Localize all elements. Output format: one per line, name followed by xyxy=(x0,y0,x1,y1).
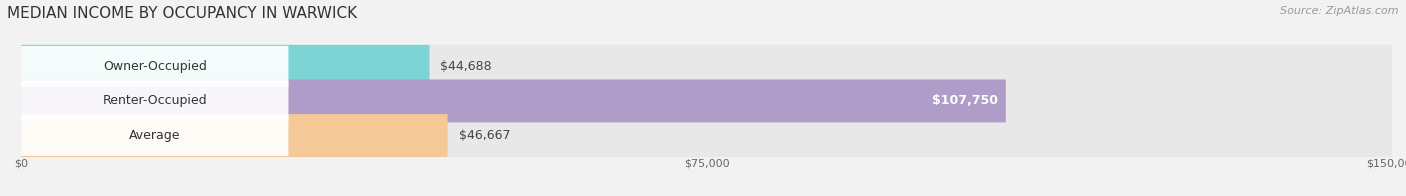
FancyBboxPatch shape xyxy=(21,45,1392,88)
FancyBboxPatch shape xyxy=(21,114,1392,157)
FancyBboxPatch shape xyxy=(21,81,288,121)
FancyBboxPatch shape xyxy=(21,79,1392,122)
FancyBboxPatch shape xyxy=(21,46,288,87)
Text: $44,688: $44,688 xyxy=(440,60,492,73)
Text: Owner-Occupied: Owner-Occupied xyxy=(103,60,207,73)
Text: $107,750: $107,750 xyxy=(932,94,998,107)
FancyBboxPatch shape xyxy=(21,79,1005,122)
Text: Source: ZipAtlas.com: Source: ZipAtlas.com xyxy=(1281,6,1399,16)
Text: Renter-Occupied: Renter-Occupied xyxy=(103,94,207,107)
FancyBboxPatch shape xyxy=(21,114,447,157)
FancyBboxPatch shape xyxy=(21,45,429,88)
Text: MEDIAN INCOME BY OCCUPANCY IN WARWICK: MEDIAN INCOME BY OCCUPANCY IN WARWICK xyxy=(7,6,357,21)
Text: Average: Average xyxy=(129,129,180,142)
Text: $46,667: $46,667 xyxy=(458,129,510,142)
FancyBboxPatch shape xyxy=(21,115,288,156)
